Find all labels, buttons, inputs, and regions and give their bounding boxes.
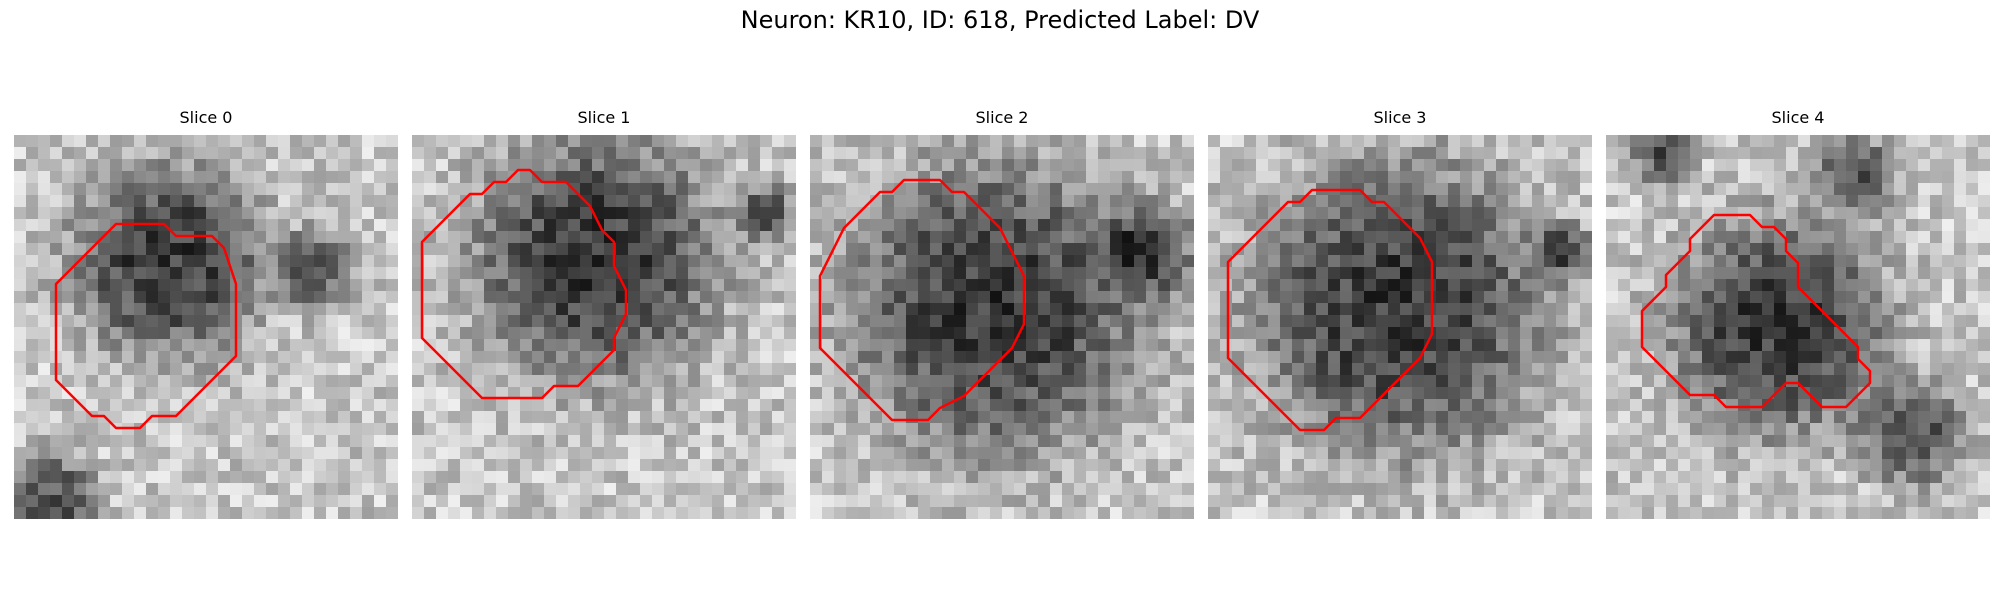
slice-panel-3: Slice 3: [1208, 108, 1592, 519]
figure-title: Neuron: KR10, ID: 618, Predicted Label: …: [740, 6, 1260, 34]
roi-contour-1: [420, 168, 628, 400]
slice-panel-0: Slice 0: [14, 108, 398, 519]
roi-contour-0: [54, 222, 238, 430]
slice-image-2: [810, 135, 1194, 519]
slice-image-0: [14, 135, 398, 519]
slice-image-3: [1208, 135, 1592, 519]
slice-image-1: [412, 135, 796, 519]
slice-title-2: Slice 2: [975, 108, 1029, 127]
slice-title-4: Slice 4: [1771, 108, 1825, 127]
slice-panel-2: Slice 2: [810, 108, 1194, 519]
slice-title-3: Slice 3: [1373, 108, 1427, 127]
slice-panel-1: Slice 1: [412, 108, 796, 519]
slice-image-4: [1606, 135, 1990, 519]
slice-title-0: Slice 0: [179, 108, 233, 127]
slice-panel-4: Slice 4: [1606, 108, 1990, 519]
roi-contour-4: [1640, 213, 1872, 409]
roi-contour-3: [1226, 188, 1434, 432]
slice-title-1: Slice 1: [577, 108, 631, 127]
roi-contour-2: [818, 178, 1026, 422]
